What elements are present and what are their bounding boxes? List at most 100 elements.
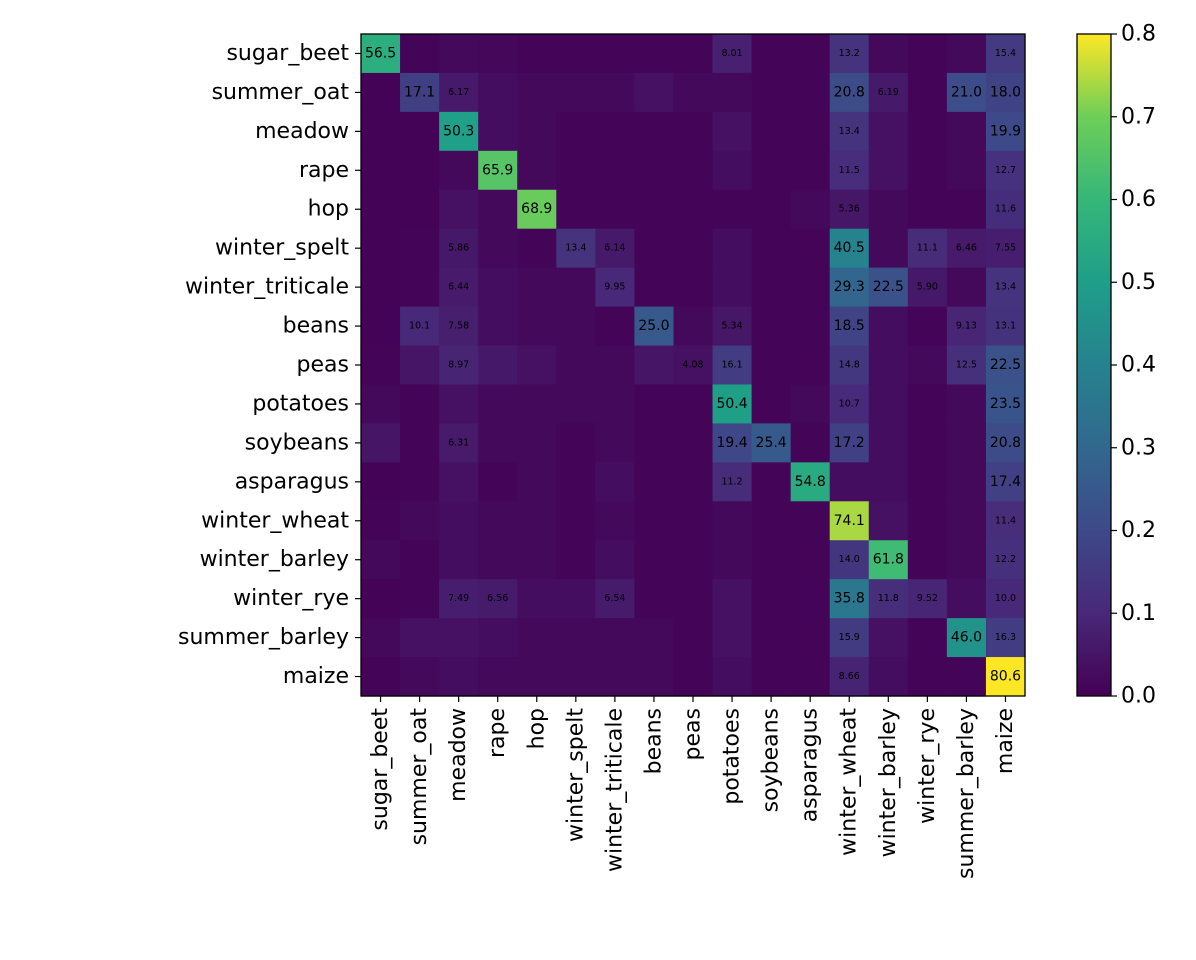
heatmap-cell-asparagus-beans [634, 462, 675, 502]
heatmap-cell-winter_barley-summer_barley [946, 540, 987, 580]
heatmap-cell-winter_triticale-maize [985, 267, 1026, 308]
heatmap-cell-winter_wheat-meadow [439, 501, 479, 541]
heatmap-cell-potatoes-beans [634, 384, 675, 425]
heatmap-cell-hop-summer_barley [946, 189, 987, 230]
heatmap-cell-asparagus-winter_wheat [829, 462, 870, 502]
x-tick-label: asparagus [798, 708, 823, 822]
colorbar-tick-label: 0.8 [1121, 22, 1156, 47]
heatmap-cell-meadow-winter_rye [907, 111, 948, 152]
heatmap-cell-soybeans-winter_wheat [829, 423, 870, 463]
heatmap-cell-peas-meadow [439, 345, 479, 386]
heatmap-cell-asparagus-summer_oat [400, 462, 440, 502]
heatmap-cell-potatoes-summer_barley [946, 384, 987, 425]
heatmap-cell-asparagus-potatoes [712, 462, 753, 502]
heatmap-cell-winter_spelt-winter_triticale [595, 228, 636, 269]
cell-label: 65.9 [482, 162, 513, 178]
heatmap-cell-winter_wheat-potatoes [712, 501, 753, 541]
heatmap-cell-peas-winter_wheat [829, 345, 870, 386]
heatmap-cell-summer_barley-winter_rye [907, 618, 948, 658]
heatmap-cell-winter_barley-potatoes [712, 540, 753, 580]
heatmap-cell-soybeans-soybeans [751, 423, 792, 463]
y-tick-label: meadow [255, 119, 349, 144]
heatmap-cell-summer_oat-soybeans [751, 72, 792, 113]
heatmap-cell-maize-asparagus [790, 657, 831, 697]
heatmap-cell-rape-soybeans [751, 150, 792, 191]
y-tick-label: summer_barley [178, 625, 349, 650]
heatmap-cell-winter_wheat-beans [634, 501, 675, 541]
heatmap-cell-winter_triticale-soybeans [751, 267, 792, 308]
heatmap-cell-meadow-winter_wheat [829, 111, 870, 152]
heatmap-cell-soybeans-winter_triticale [595, 423, 636, 463]
x-tick-label: summer_barley [954, 708, 979, 879]
heatmap-cell-potatoes-soybeans [751, 384, 792, 425]
cell-label: 61.8 [873, 552, 904, 568]
cell-label: 29.3 [834, 279, 865, 295]
heatmap-cell-meadow-summer_oat [400, 111, 440, 152]
heatmap-cell-winter_barley-soybeans [751, 540, 792, 580]
heatmap-cell-beans-summer_barley [946, 306, 987, 347]
heatmap-cell-winter_rye-rape [478, 579, 518, 619]
heatmap-cell-potatoes-winter_spelt [556, 384, 596, 425]
heatmap-cell-asparagus-soybeans [751, 462, 792, 502]
heatmap-cell-winter_wheat-sugar_beet [361, 501, 401, 541]
x-tick-label: winter_wheat [837, 708, 862, 856]
heatmap-cell-rape-winter_barley [868, 150, 909, 191]
y-tick-label: asparagus [235, 469, 349, 494]
cell-label: 4.08 [682, 360, 703, 371]
heatmap-cell-maize-soybeans [751, 657, 792, 697]
y-tick-label: peas [297, 353, 349, 378]
heatmap-cell-winter_triticale-summer_oat [400, 267, 440, 308]
heatmap-cell-meadow-winter_spelt [556, 111, 596, 152]
heatmap-cell-winter_triticale-beans [634, 267, 675, 308]
heatmap-cell-sugar_beet-winter_wheat [829, 34, 870, 74]
heatmap-cell-sugar_beet-beans [634, 34, 675, 74]
heatmap-cell-winter_spelt-soybeans [751, 228, 792, 269]
cell-label: 11.8 [878, 593, 899, 604]
heatmap-cell-summer_oat-summer_barley [946, 72, 987, 113]
x-tick-label: rape [485, 708, 510, 758]
cell-label: 10.0 [995, 593, 1016, 604]
heatmap-cell-summer_oat-winter_wheat [829, 72, 870, 113]
cell-label: 12.2 [995, 554, 1016, 565]
heatmap-cell-winter_triticale-winter_spelt [556, 267, 596, 308]
heatmap-cell-maize-summer_oat [400, 657, 440, 697]
heatmap-cell-meadow-winter_triticale [595, 111, 636, 152]
heatmap-cell-hop-winter_barley [868, 189, 909, 230]
colorbar-tick-label: 0.6 [1121, 187, 1156, 212]
heatmap-cell-winter_rye-winter_wheat [829, 579, 870, 619]
heatmap-cell-peas-summer_barley [946, 345, 987, 386]
heatmap-cell-maize-rape [478, 657, 518, 697]
cell-label: 80.6 [990, 669, 1021, 685]
heatmap-cell-peas-summer_oat [400, 345, 440, 386]
y-tick-label: winter_triticale [185, 275, 349, 300]
heatmap-cell-winter_triticale-sugar_beet [361, 267, 401, 308]
heatmap-cell-winter_rye-asparagus [790, 579, 831, 619]
heatmap-cell-winter_triticale-hop [517, 267, 557, 308]
heatmap-cell-meadow-potatoes [712, 111, 753, 152]
cell-label: 9.13 [956, 321, 977, 332]
heatmap-cell-winter_rye-soybeans [751, 579, 792, 619]
heatmap-cell-rape-hop [517, 150, 557, 191]
cell-label: 10.1 [409, 321, 430, 332]
heatmap-cell-soybeans-rape [478, 423, 518, 463]
heatmap-cell-meadow-beans [634, 111, 675, 152]
heatmap-cell-rape-winter_rye [907, 150, 948, 191]
heatmap-cell-potatoes-winter_barley [868, 384, 909, 425]
heatmap-cell-peas-maize [985, 345, 1026, 386]
heatmap-cell-beans-winter_rye [907, 306, 948, 347]
heatmap-cell-potatoes-potatoes [712, 384, 753, 425]
cell-label: 25.0 [638, 318, 669, 334]
heatmap-cell-winter_wheat-asparagus [790, 501, 831, 541]
heatmap-cell-winter_barley-asparagus [790, 540, 831, 580]
heatmap-cell-soybeans-hop [517, 423, 557, 463]
y-tick-label: rape [299, 158, 349, 183]
heatmap-cell-winter_spelt-beans [634, 228, 675, 269]
cell-label: 22.5 [990, 357, 1021, 373]
heatmap-cell-hop-winter_wheat [829, 189, 870, 230]
cell-label: 25.4 [756, 435, 787, 451]
heatmap-cell-asparagus-hop [517, 462, 557, 502]
x-tick-label: hop [524, 708, 549, 749]
heatmap-cell-hop-hop [517, 189, 557, 230]
heatmap-cell-asparagus-maize [985, 462, 1026, 502]
